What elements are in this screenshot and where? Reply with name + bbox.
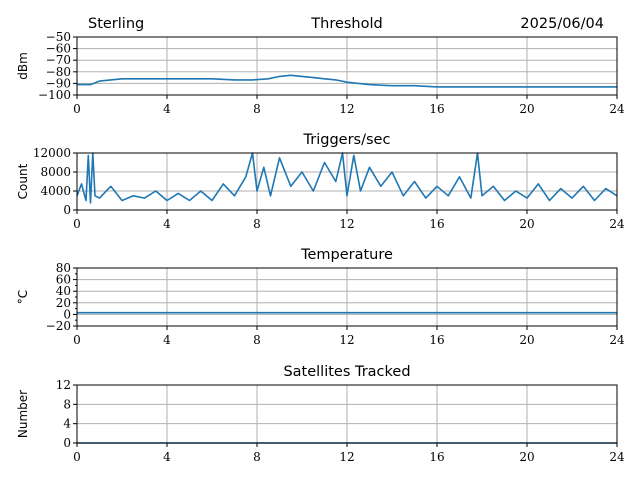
x-tick-label: 8 (253, 450, 261, 464)
x-tick-label: 24 (609, 333, 625, 347)
x-tick-label: 16 (429, 217, 444, 231)
y-tick-label: 40 (56, 284, 71, 298)
x-tick-label: 0 (73, 333, 81, 347)
x-tick-label: 12 (339, 217, 354, 231)
y-axis-label: Count (16, 163, 30, 199)
x-tick-label: 24 (609, 217, 625, 231)
panel-title: Threshold (310, 16, 382, 32)
y-tick-label: 0 (63, 307, 71, 321)
panel-title: Satellites Tracked (283, 364, 410, 380)
x-tick-label: 12 (339, 102, 354, 116)
station-name: Sterling (88, 16, 144, 32)
y-tick-label: 4 (63, 417, 71, 431)
y-axis-label: dBm (16, 52, 30, 80)
x-tick-label: 8 (253, 333, 261, 347)
y-tick-label: −80 (46, 65, 71, 79)
x-tick-label: 20 (519, 102, 534, 116)
y-axis-label: Number (16, 390, 30, 438)
panel-title: Triggers/sec (303, 132, 391, 148)
x-tick-label: 16 (429, 102, 444, 116)
x-tick-label: 24 (609, 450, 625, 464)
y-tick-label: −60 (46, 42, 71, 56)
x-tick-label: 4 (163, 102, 171, 116)
series-line-1 (76, 152, 618, 204)
y-tick-label: 20 (56, 296, 71, 310)
x-tick-label: 0 (73, 102, 81, 116)
x-tick-label: 8 (253, 102, 261, 116)
date-label: 2025/06/04 (520, 16, 604, 32)
x-tick-label: 4 (163, 450, 171, 464)
x-tick-label: 12 (339, 450, 354, 464)
x-tick-label: 4 (163, 333, 171, 347)
y-tick-label: 8 (63, 397, 71, 411)
series-line-1 (77, 74, 617, 88)
x-tick-label: 4 (163, 217, 171, 231)
panel-4: 0 4 8 12 16 20 24 0 4 8 12 Satellites Tracked Number (16, 364, 625, 464)
y-axis-label: °C (16, 290, 30, 304)
panel-1: 0 4 8 12 16 20 24 −100−90−80−70−60−50 Threshold d… (16, 16, 625, 116)
x-tick-label: 24 (609, 102, 625, 116)
panel-2: 0 4 8 12 16 20 24 0 4000 8000 12000 Triggers/sec Cou… (16, 132, 625, 231)
x-tick-label: 20 (519, 450, 534, 464)
x-tick-label: 20 (519, 217, 534, 231)
y-tick-label: −50 (46, 30, 71, 44)
x-tick-label: 0 (73, 450, 81, 464)
y-tick-label: 8000 (40, 165, 71, 179)
x-tick-label: 0 (73, 217, 81, 231)
y-tick-label: 12 (56, 378, 71, 392)
y-tick-label: 0 (63, 203, 71, 217)
x-tick-label: 16 (429, 450, 444, 464)
y-tick-label: 4000 (40, 184, 71, 198)
y-tick-label: 12000 (33, 146, 71, 160)
x-tick-label: 12 (339, 333, 354, 347)
x-tick-label: 20 (519, 333, 534, 347)
y-tick-label: −90 (46, 76, 71, 90)
y-tick-label: 0 (63, 436, 71, 450)
y-tick-label: −100 (38, 88, 71, 102)
x-tick-label: 16 (429, 333, 444, 347)
y-tick-label: −20 (46, 319, 71, 333)
y-tick-label: −70 (46, 53, 71, 67)
y-tick-label: 60 (56, 273, 71, 287)
panel-title: Temperature (300, 247, 393, 263)
x-tick-label: 8 (253, 217, 261, 231)
y-tick-label: 80 (56, 261, 71, 275)
